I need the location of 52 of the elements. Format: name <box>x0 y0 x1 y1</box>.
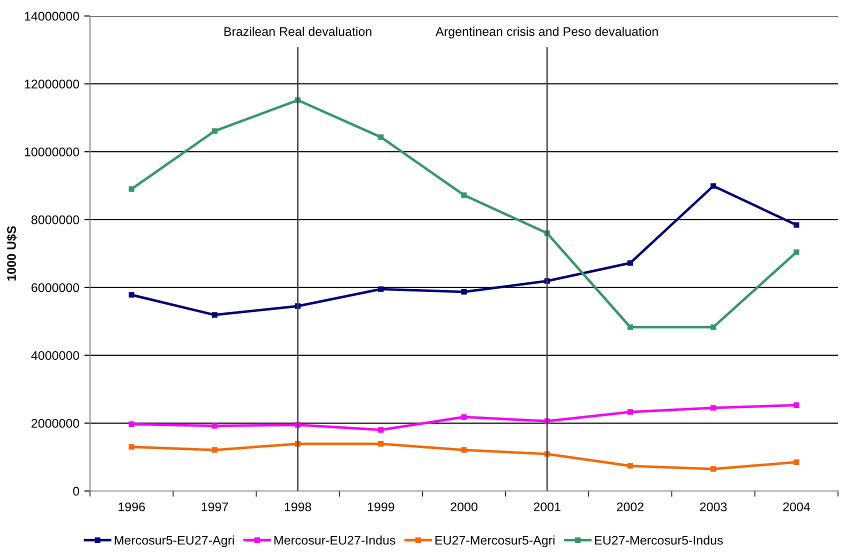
y-tick-label: 10000000 <box>24 148 80 156</box>
point <box>212 312 218 318</box>
point <box>128 444 134 450</box>
point <box>710 466 716 472</box>
x-tick-label: 1998 <box>284 502 312 512</box>
x-tick-label: 1999 <box>368 502 394 512</box>
point <box>378 134 384 140</box>
y-tick-label: 12000000 <box>24 80 80 89</box>
point <box>794 459 800 465</box>
point <box>461 192 467 198</box>
point <box>212 128 218 134</box>
point <box>627 409 633 415</box>
legend-label: EU27-Mercosur5-Indus <box>595 536 723 545</box>
y-tick-label: 2000000 <box>32 418 80 428</box>
point <box>627 260 633 266</box>
point <box>461 289 467 295</box>
point <box>461 447 467 453</box>
ref-line-label: Brazilean Real devaluation <box>224 26 372 36</box>
point <box>627 324 633 330</box>
point <box>710 324 716 330</box>
point <box>128 186 134 192</box>
y-tick-label: 8000000 <box>31 215 80 224</box>
y-tick-label: 4000000 <box>31 351 80 360</box>
legend-label: Mercosur-EU27-Indus <box>274 536 396 545</box>
point <box>794 222 800 228</box>
point <box>128 421 134 427</box>
point <box>128 292 134 298</box>
y-tick-label: 14000000 <box>24 12 80 21</box>
x-tick-label: 2000 <box>450 502 478 512</box>
ref-line-label: Argentinean crisis and Peso devaluation <box>436 26 658 38</box>
point <box>627 463 633 469</box>
point <box>378 427 384 433</box>
point <box>710 183 716 189</box>
x-tick-label: 1997 <box>202 502 228 512</box>
x-tick-label: 2001 <box>534 502 560 512</box>
legend-label: Mercosur5-EU27-Agri <box>114 536 234 548</box>
x-tick-label: 1996 <box>118 502 145 512</box>
point <box>794 249 800 255</box>
point <box>212 423 218 429</box>
point <box>212 447 218 453</box>
legend-label: EU27-Mercosur5-Agri <box>435 536 554 548</box>
point <box>378 286 384 292</box>
x-tick-label: 2003 <box>700 502 727 512</box>
y-axis-title: 1000 U$S <box>6 226 17 281</box>
y-tick-label: 6000000 <box>32 283 80 292</box>
point <box>461 414 467 420</box>
point <box>710 405 716 411</box>
y-tick-label: 0 <box>73 486 80 496</box>
x-tick-label: 2004 <box>783 502 810 512</box>
point <box>378 441 384 447</box>
point <box>794 402 800 408</box>
x-tick-label: 2002 <box>616 502 644 512</box>
